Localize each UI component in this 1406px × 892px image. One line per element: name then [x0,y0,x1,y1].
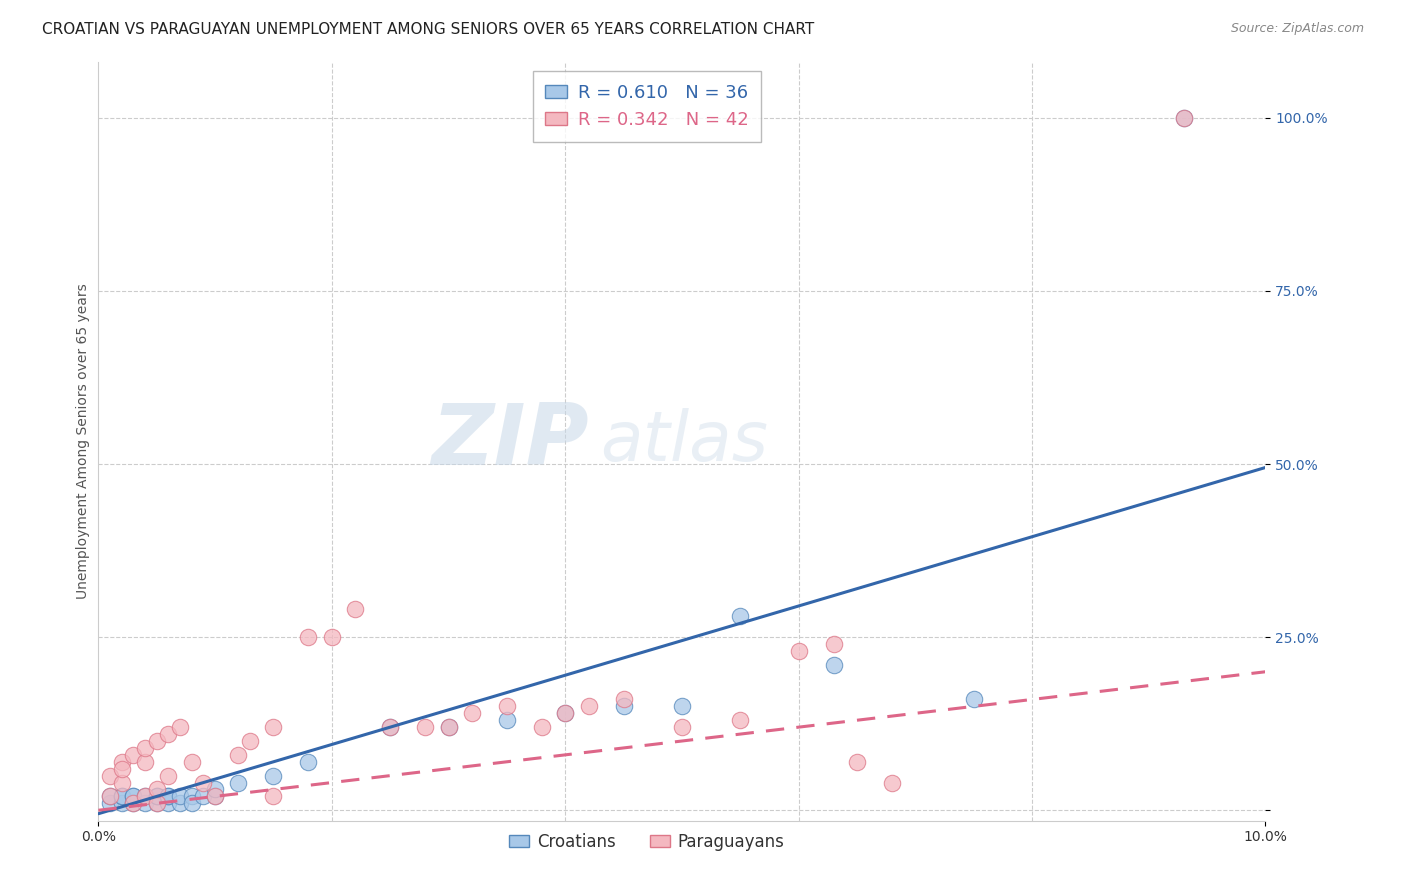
Point [98,789,121,804]
Point [122,789,145,804]
Point [98,769,121,783]
Point [344,602,367,616]
Point [122,747,145,762]
Point [962,692,984,706]
Point [578,699,600,714]
Point [134,789,156,804]
Point [122,789,145,804]
Point [111,797,134,811]
Point [157,727,180,741]
Point [262,769,284,783]
Point [169,720,191,734]
Text: CROATIAN VS PARAGUAYAN UNEMPLOYMENT AMONG SENIORS OVER 65 YEARS CORRELATION CHAR: CROATIAN VS PARAGUAYAN UNEMPLOYMENT AMON… [42,22,814,37]
Point [730,609,752,624]
Point [530,720,553,734]
Point [146,782,169,797]
Point [180,755,202,769]
Point [111,762,134,776]
Point [204,782,226,797]
Point [612,692,634,706]
Point [146,797,169,811]
Point [880,775,903,789]
Text: Source: ZipAtlas.com: Source: ZipAtlas.com [1230,22,1364,36]
Point [554,706,576,721]
Point [193,789,215,804]
Point [193,775,215,789]
Point [787,644,810,658]
Point [146,797,169,811]
Point [146,734,169,748]
Point [496,713,519,727]
Point [1173,111,1195,125]
Point [111,755,134,769]
Point [134,797,156,811]
Point [169,789,191,804]
Point [157,789,180,804]
Point [228,775,250,789]
Point [437,720,460,734]
Point [496,699,519,714]
Point [111,789,134,804]
Legend: Croatians, Paraguayans: Croatians, Paraguayans [502,827,792,858]
Point [297,755,319,769]
Point [262,720,284,734]
Point [122,797,145,811]
Point [297,630,319,644]
Point [146,789,169,804]
Point [730,713,752,727]
Point [437,720,460,734]
Point [98,797,121,811]
Point [111,789,134,804]
Point [180,797,202,811]
Point [554,706,576,721]
Point [228,747,250,762]
Point [1173,111,1195,125]
Point [671,720,693,734]
Point [461,706,484,721]
Point [671,699,693,714]
Text: atlas: atlas [600,408,768,475]
Point [169,797,191,811]
Point [239,734,262,748]
Point [157,769,180,783]
Point [98,789,121,804]
Point [204,789,226,804]
Point [413,720,436,734]
Text: ZIP: ZIP [430,400,589,483]
Y-axis label: Unemployment Among Seniors over 65 years: Unemployment Among Seniors over 65 years [76,284,90,599]
Point [321,630,343,644]
Point [380,720,402,734]
Point [823,657,845,672]
Point [134,740,156,755]
Point [157,789,180,804]
Point [122,797,145,811]
Point [146,789,169,804]
Point [134,755,156,769]
Point [612,699,634,714]
Point [846,755,869,769]
Point [380,720,402,734]
Point [134,789,156,804]
Point [111,775,134,789]
Point [157,797,180,811]
Point [204,789,226,804]
Point [180,789,202,804]
Point [823,637,845,651]
Point [262,789,284,804]
